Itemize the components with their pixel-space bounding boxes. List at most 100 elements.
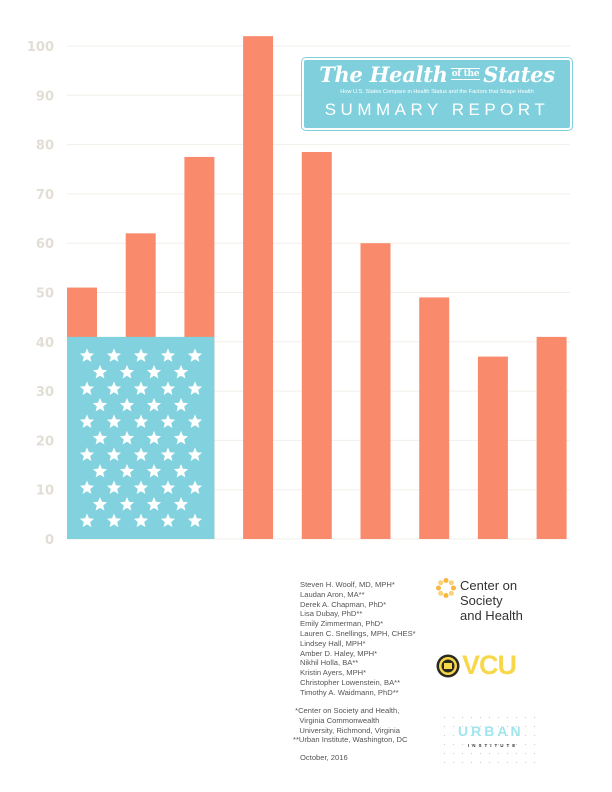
star-icon xyxy=(92,430,108,445)
star-icon xyxy=(133,513,149,528)
y-tick-label: 70 xyxy=(36,188,54,203)
affiliation-line: **Urban Institute, Washington, DC xyxy=(293,735,408,745)
affiliation-line: Virginia Commonwealth xyxy=(293,715,380,725)
bar xyxy=(477,356,508,539)
summary-report-label: SUMMARY REPORT xyxy=(324,100,550,119)
star-icon xyxy=(187,513,203,528)
title-part: States xyxy=(483,62,555,87)
author: Derek A. Chapman, PhD* xyxy=(300,599,387,609)
author: Timothy A. Waidmann, PhD** xyxy=(300,687,399,697)
logo-text: VCU xyxy=(462,650,517,680)
author: Lisa Dubay, PhD** xyxy=(300,609,363,619)
star-icon xyxy=(133,348,149,362)
y-tick-label: 0 xyxy=(45,533,54,548)
author: Nikhil Holla, BA** xyxy=(300,658,359,668)
star-icon xyxy=(106,480,122,494)
star-icon xyxy=(79,513,95,528)
star-icon xyxy=(160,480,176,494)
author: Lindsey Hall, MPH* xyxy=(300,638,366,648)
star-icon xyxy=(106,381,122,395)
author: Laudan Aron, MA** xyxy=(300,589,365,599)
bar xyxy=(360,243,391,539)
dot-pattern xyxy=(440,713,540,763)
star-icon xyxy=(133,480,149,494)
star-icon xyxy=(79,381,95,395)
star-icon xyxy=(106,513,122,528)
author: Amber D. Haley, MPH* xyxy=(300,648,378,658)
author: Steven H. Woolf, MD, MPH* xyxy=(300,580,395,589)
star-icon xyxy=(79,480,95,494)
star-icon xyxy=(92,497,108,511)
star-icon xyxy=(187,414,203,428)
author: Christopher Lowenstein, BA** xyxy=(300,677,401,687)
y-tick-label: 90 xyxy=(36,89,54,104)
star-icon xyxy=(160,381,176,395)
y-tick-label: 100 xyxy=(27,40,54,55)
author: Emily Zimmerman, PhD* xyxy=(300,619,384,629)
star-icon xyxy=(146,464,162,478)
star-icon xyxy=(106,414,122,428)
star-icon xyxy=(187,447,203,461)
star-icon xyxy=(79,447,95,461)
star-icon xyxy=(173,397,189,412)
star-icon xyxy=(79,348,95,362)
y-tick-label: 50 xyxy=(36,287,54,302)
star-icon xyxy=(187,381,203,395)
star-icon xyxy=(173,464,189,478)
star-icon xyxy=(119,430,135,445)
decorative-bar-chart: 0 10 20 30 40 50 60 70 80 90 100 xyxy=(27,36,570,548)
star-icon xyxy=(92,397,108,412)
star-icon xyxy=(173,430,189,445)
author-list: Steven H. Woolf, MD, MPH* Laudan Aron, M… xyxy=(300,580,416,698)
star-icon xyxy=(79,414,95,428)
y-tick-label: 20 xyxy=(36,434,54,449)
star-icon xyxy=(119,364,135,379)
star-icon xyxy=(187,480,203,494)
star-icon xyxy=(133,447,149,461)
star-icon xyxy=(133,414,149,428)
star-icon xyxy=(92,464,108,478)
publication-date: October, 2016 xyxy=(300,753,348,762)
bar xyxy=(301,151,332,539)
bar xyxy=(243,36,274,539)
y-tick-label: 40 xyxy=(36,336,54,351)
star-icon xyxy=(106,447,122,461)
y-tick-label: 10 xyxy=(36,484,54,499)
bar xyxy=(419,297,450,539)
y-tick-label: 80 xyxy=(36,139,54,154)
star-icon xyxy=(92,364,108,379)
star-icon xyxy=(160,513,176,528)
y-tick-label: 60 xyxy=(36,237,54,252)
logo-text: INSTITUTE xyxy=(468,743,519,748)
logo-text: Center on xyxy=(460,578,518,593)
star-icon xyxy=(119,397,135,412)
star-icon xyxy=(119,497,135,511)
star-icon xyxy=(133,381,149,395)
sun-icon xyxy=(436,578,456,598)
star-icon xyxy=(119,464,135,478)
star-icon xyxy=(187,348,203,362)
star-icon xyxy=(160,414,176,428)
vcu-logo: VCU xyxy=(436,650,517,682)
affiliation-line: *Center on Society and Health, xyxy=(293,706,400,715)
star-icon xyxy=(173,497,189,511)
logo-text: and Health xyxy=(460,608,523,623)
affiliations: *Center on Society and Health, Virginia … xyxy=(293,706,408,745)
seal-icon xyxy=(436,654,460,678)
star-icon xyxy=(106,348,122,362)
author: Lauren C. Snellings, MPH, CHES* xyxy=(300,628,416,638)
report-subtitle: How U.S. States Compare in Health Status… xyxy=(340,89,534,95)
title-box: The Health of the States How U.S. States C… xyxy=(302,58,572,130)
star-icon xyxy=(146,497,162,511)
star-icon xyxy=(146,364,162,379)
star-icon xyxy=(173,364,189,379)
report-title: The Health of the States xyxy=(302,62,572,87)
star-icon xyxy=(160,348,176,362)
star-icon xyxy=(160,447,176,461)
author: Kristin Ayers, MPH* xyxy=(300,668,367,678)
logo-text: Society xyxy=(460,593,503,608)
bar xyxy=(536,336,567,539)
y-tick-label: 30 xyxy=(36,385,54,400)
urban-institute-logo: URBAN INSTITUTE xyxy=(440,713,540,763)
flag-overlay xyxy=(67,336,215,539)
